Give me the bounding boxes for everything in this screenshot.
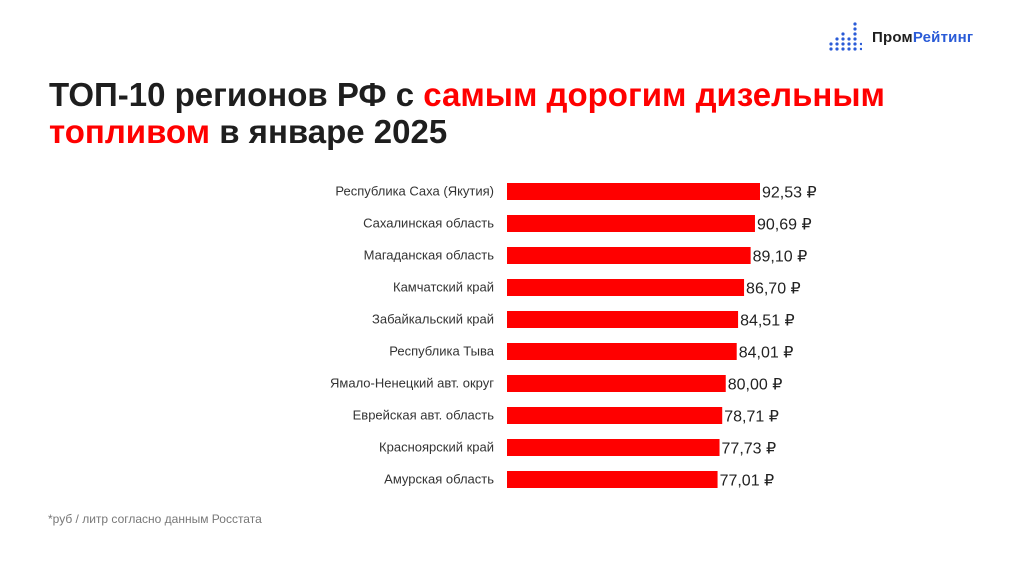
footnote: *руб / литр согласно данным Росстата (48, 512, 262, 526)
bar (507, 215, 755, 232)
value-label: 90,69 ₽ (757, 217, 812, 234)
brand-name: ПромРейтинг (872, 29, 973, 46)
value-label: 77,73 ₽ (722, 441, 777, 458)
title-part2: в январе 2025 (210, 113, 448, 150)
bar (507, 311, 739, 328)
bar (507, 279, 745, 296)
category-label: Ямало-Ненецкий авт. округ (330, 376, 494, 391)
value-label: 80,00 ₽ (728, 377, 783, 394)
category-label: Камчатский край (393, 280, 494, 295)
bar (507, 407, 723, 424)
page-title: ТОП-10 регионов РФ с самым дорогим дизел… (49, 76, 989, 150)
category-label: Магаданская область (364, 248, 495, 263)
bar (507, 471, 718, 488)
category-label: Красноярский край (379, 440, 494, 455)
value-label: 89,10 ₽ (753, 249, 808, 266)
category-label: Республика Саха (Якутия) (335, 184, 494, 199)
value-label: 84,01 ₽ (739, 345, 794, 362)
bar (507, 439, 720, 456)
bar (507, 343, 737, 360)
brand-name-part1: Пром (872, 28, 913, 46)
value-label: 77,01 ₽ (720, 473, 775, 490)
category-label: Республика Тыва (389, 344, 495, 359)
category-label: Еврейская авт. область (353, 408, 495, 423)
value-label: 92,53 ₽ (762, 185, 817, 202)
title-highlight2: топливом (49, 113, 211, 150)
category-label: Амурская область (384, 472, 494, 487)
bar-dots-icon (829, 22, 862, 51)
value-label: 86,70 ₽ (746, 281, 801, 298)
bar (507, 375, 726, 392)
category-label: Забайкальский край (372, 312, 494, 327)
bar (507, 247, 751, 264)
bar (507, 183, 760, 200)
brand-name-part2: Рейтинг (912, 28, 974, 46)
category-label: Сахалинская область (363, 216, 494, 231)
title-part1: ТОП-10 регионов РФ с (49, 76, 424, 113)
title-highlight1: самым дорогим дизельным (423, 76, 885, 113)
brand-logo: ПромРейтинг (828, 20, 973, 54)
value-label: 78,71 ₽ (724, 409, 779, 426)
value-label: 84,51 ₽ (740, 313, 795, 330)
